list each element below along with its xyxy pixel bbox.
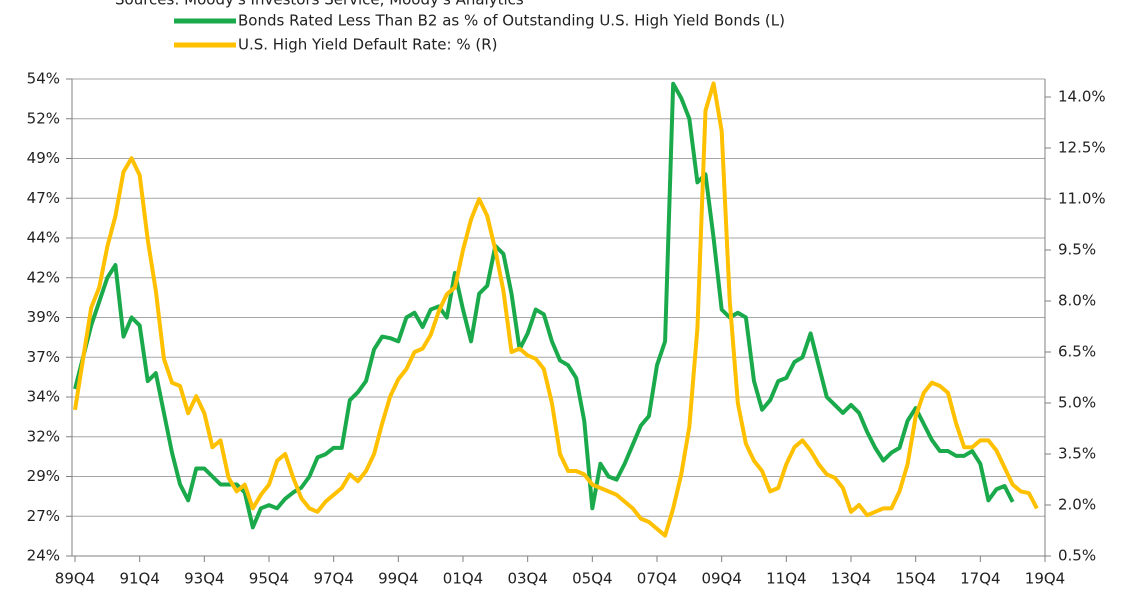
y-tick-label: 47% xyxy=(27,189,60,207)
y2-tick-label: 8.0% xyxy=(1058,292,1096,310)
y2-tick-label: 0.5% xyxy=(1058,547,1096,565)
y-tick-label: 34% xyxy=(27,388,60,406)
x-tick-label: 07Q4 xyxy=(637,570,677,588)
x-tick-label: 13Q4 xyxy=(831,570,871,588)
series-line xyxy=(73,81,1039,538)
x-tick-label: 17Q4 xyxy=(960,570,1000,588)
x-tick-label: 19Q4 xyxy=(1025,570,1065,588)
x-tick-label: 01Q4 xyxy=(443,570,483,588)
y-tick-label: 54% xyxy=(27,70,60,88)
y2-tick-label: 12.5% xyxy=(1058,139,1106,157)
y-tick-label: 42% xyxy=(27,268,60,286)
source: Sources: Moody's Investors Service, Mood… xyxy=(115,0,524,9)
y-tick-label: 32% xyxy=(27,427,60,445)
x-tick-label: 15Q4 xyxy=(895,570,935,588)
x-tick-label: 95Q4 xyxy=(249,570,289,588)
y2-tick-label: 2.0% xyxy=(1058,496,1096,514)
y2-tick-label: 9.5% xyxy=(1058,241,1096,259)
y-tick-label: 27% xyxy=(27,507,60,525)
y-tick-label: 39% xyxy=(27,308,60,326)
y2-tick-label: 5.0% xyxy=(1058,394,1096,412)
x-tick-label: 91Q4 xyxy=(119,570,159,588)
y-tick-label: 37% xyxy=(27,348,60,366)
x-tick-label: 89Q4 xyxy=(55,570,95,588)
y-tick-label: 52% xyxy=(27,109,60,127)
x-tick-label: 11Q4 xyxy=(766,570,806,588)
x-tick-label: 99Q4 xyxy=(378,570,418,588)
x-tick-label: 97Q4 xyxy=(313,570,353,588)
y-tick-label: 29% xyxy=(27,467,60,485)
legend-label: U.S. High Yield Default Rate: % (R) xyxy=(238,36,497,54)
y2-tick-label: 3.5% xyxy=(1058,445,1096,463)
y-tick-label: 44% xyxy=(27,229,60,247)
y2-tick-label: 6.5% xyxy=(1058,343,1096,361)
y2-tick-label: 14.0% xyxy=(1058,88,1106,106)
y-tick-label: 24% xyxy=(27,547,60,565)
x-tick-label: 09Q4 xyxy=(701,570,741,588)
y-tick-label: 49% xyxy=(27,149,60,167)
x-tick-label: 93Q4 xyxy=(184,570,224,588)
series-line xyxy=(73,81,1015,530)
legend-label: Bonds Rated Less Than B2 as % of Outstan… xyxy=(238,12,785,30)
x-tick-label: 05Q4 xyxy=(572,570,612,588)
x-tick-label: 03Q4 xyxy=(507,570,547,588)
y2-tick-label: 11.0% xyxy=(1058,190,1106,208)
